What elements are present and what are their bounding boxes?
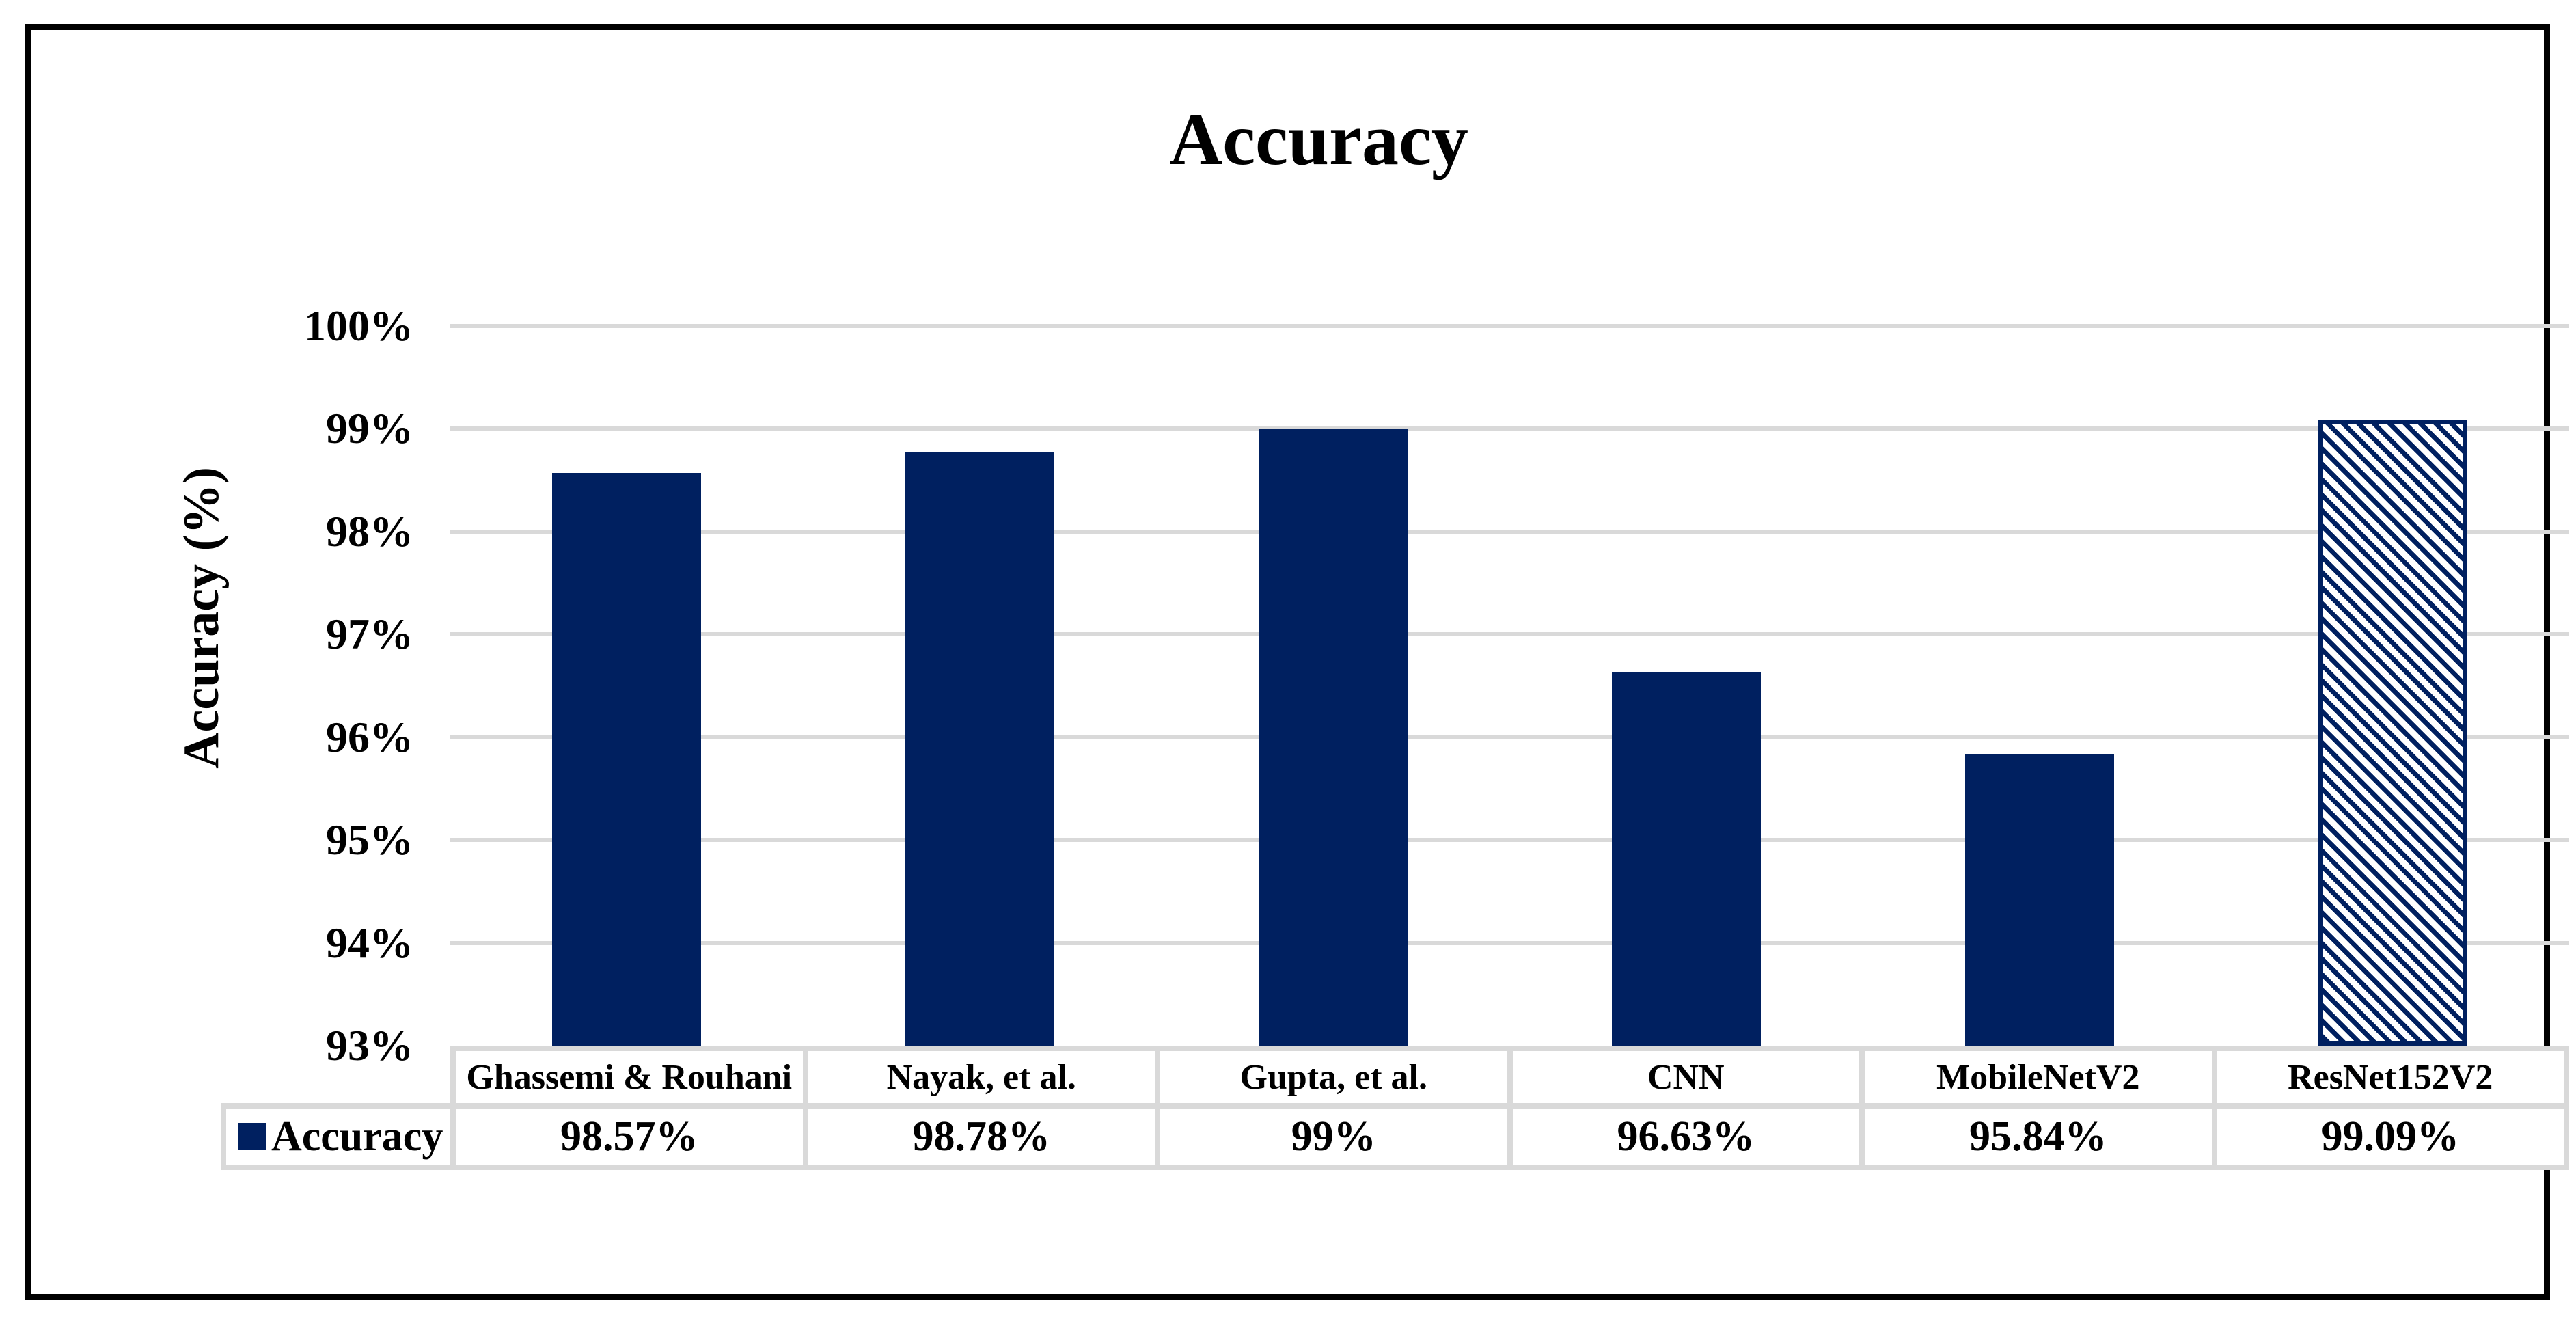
- value-cell: 99.09%: [2217, 1109, 2564, 1165]
- bar-ghassemi-rouhani: [552, 473, 702, 1046]
- y-tick-label: 93%: [326, 1021, 413, 1070]
- y-tick-label: 96%: [326, 712, 413, 761]
- plot-area: [450, 324, 2569, 1046]
- legend: Accuracy: [221, 1103, 456, 1170]
- value-cell: 99%: [1160, 1109, 1513, 1165]
- value-cell: 96.63%: [1512, 1109, 1865, 1165]
- chart-outer-frame: Accuracy Accuracy (%) 100% 99% 98% 97% 96% 95…: [25, 24, 2569, 1300]
- bar-gupta-et-al: [1259, 429, 1408, 1046]
- y-tick-label: 94%: [326, 918, 413, 967]
- category-cell: Gupta, et al.: [1160, 1051, 1513, 1103]
- legend-color-swatch-icon: [238, 1123, 266, 1150]
- y-tick-label: 97%: [326, 610, 413, 659]
- value-cell: 98.78%: [808, 1109, 1160, 1165]
- category-header-row: Ghassemi & Rouhani Nayak, et al. Gupta, et…: [456, 1051, 2564, 1109]
- category-cell: CNN: [1512, 1051, 1865, 1103]
- value-row: 98.57% 98.78% 99% 96.63% 95.84% 99.09%: [456, 1109, 2564, 1165]
- gridline: [450, 735, 2569, 739]
- category-cell: Ghassemi & Rouhani: [456, 1051, 808, 1103]
- y-tick-label: 95%: [326, 815, 413, 865]
- bar-cnn: [1611, 672, 1761, 1046]
- category-cell: ResNet152V2: [2217, 1051, 2564, 1103]
- value-cell: 95.84%: [1865, 1109, 2217, 1165]
- category-cell: MobileNetV2: [1865, 1051, 2217, 1103]
- legend-series-label: Accuracy: [271, 1113, 443, 1160]
- y-tick-label: 100%: [304, 301, 413, 350]
- gridline: [450, 940, 2569, 945]
- gridline: [450, 529, 2569, 534]
- y-tick-label: 99%: [326, 404, 413, 453]
- chart-title: Accuracy: [1169, 99, 1468, 180]
- gridline: [450, 324, 2569, 328]
- data-table: Ghassemi & Rouhani Nayak, et al. Gupta, et…: [450, 1046, 2569, 1170]
- bar-nayak-et-al: [905, 451, 1055, 1046]
- y-tick-label: 98%: [326, 506, 413, 556]
- bar-resnet152v2: [2318, 419, 2467, 1046]
- bar-mobilenetv2: [1964, 753, 2114, 1046]
- value-cell: 98.57%: [456, 1109, 808, 1165]
- category-cell: Nayak, et al.: [808, 1051, 1160, 1103]
- gridline: [450, 426, 2569, 431]
- gridline: [450, 632, 2569, 637]
- gridline: [450, 838, 2569, 843]
